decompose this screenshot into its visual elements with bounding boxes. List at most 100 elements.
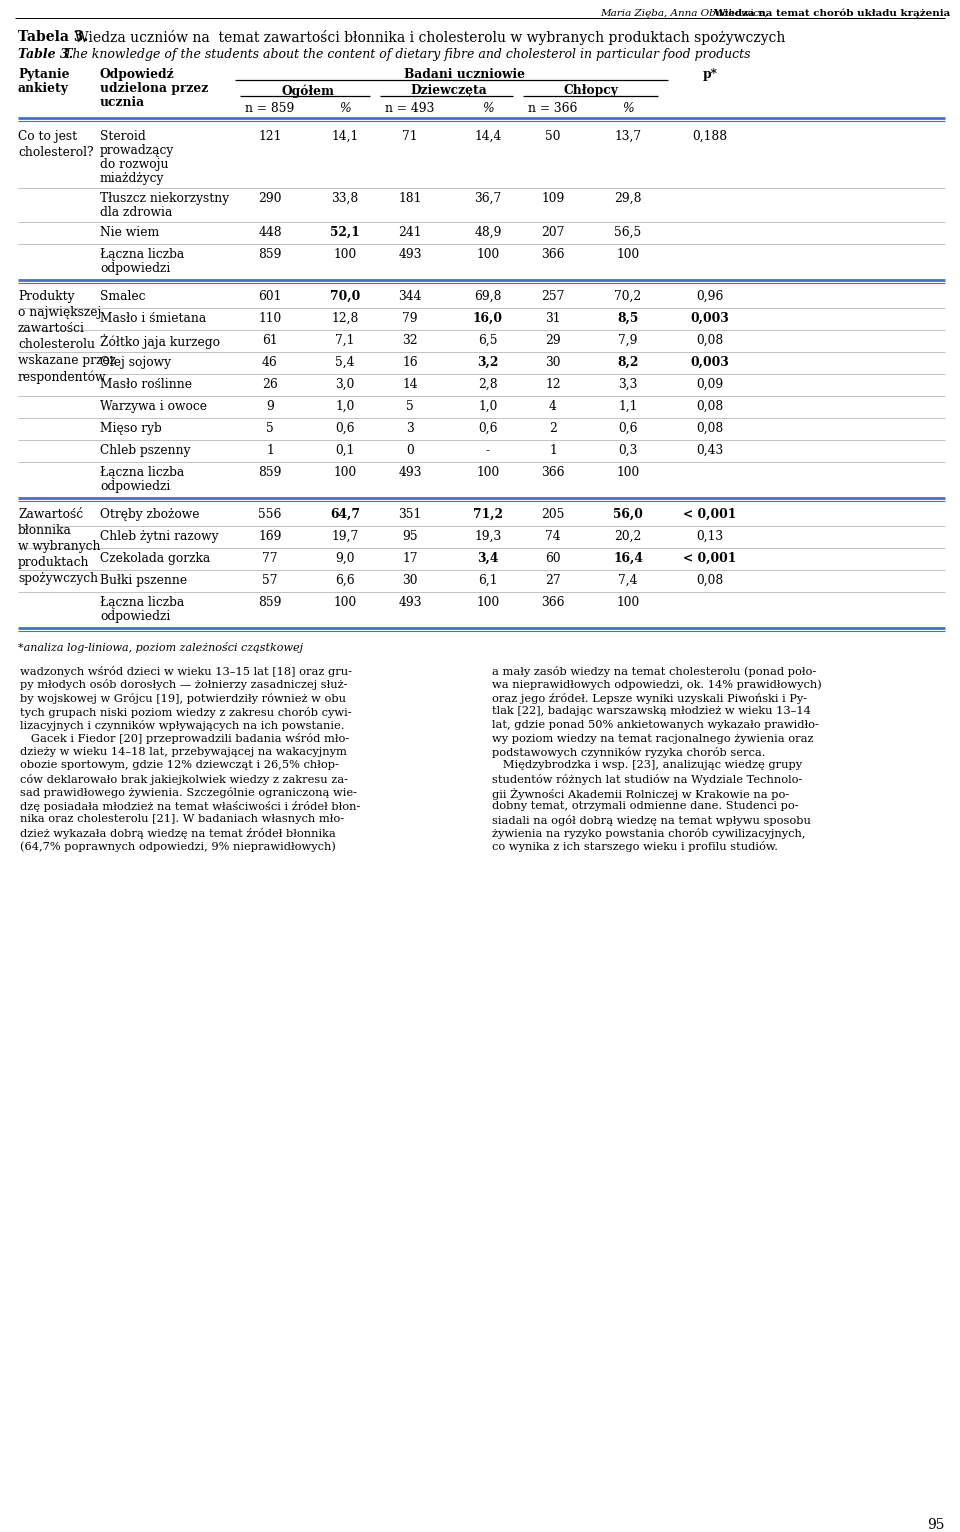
Text: dzę posiadała młodzież na temat właściwości i źródeł błon-: dzę posiadała młodzież na temat właściwo…: [20, 801, 360, 812]
Text: Gacek i Fiedor [20] przeprowadzili badania wśród mło-: Gacek i Fiedor [20] przeprowadzili badan…: [20, 734, 349, 745]
Text: Masło roślinne: Masło roślinne: [100, 378, 192, 391]
Text: 1: 1: [266, 444, 274, 457]
Text: 0,188: 0,188: [692, 130, 728, 142]
Text: cholesterol?: cholesterol?: [18, 146, 94, 159]
Text: 0,08: 0,08: [696, 400, 724, 414]
Text: 0,13: 0,13: [696, 530, 724, 542]
Text: 79: 79: [402, 313, 418, 325]
Text: 100: 100: [333, 466, 356, 480]
Text: 1,0: 1,0: [478, 400, 497, 414]
Text: Ogółem: Ogółem: [281, 84, 334, 98]
Text: 100: 100: [616, 466, 639, 480]
Text: 0,003: 0,003: [690, 313, 730, 325]
Text: 0,08: 0,08: [696, 421, 724, 435]
Text: 71,2: 71,2: [473, 509, 503, 521]
Text: obozie sportowym, gdzie 12% dziewcząt i 26,5% chłop-: obozie sportowym, gdzie 12% dziewcząt i …: [20, 760, 339, 771]
Text: 859: 859: [258, 596, 281, 610]
Text: 351: 351: [398, 509, 421, 521]
Text: odpowiedzi: odpowiedzi: [100, 262, 170, 276]
Text: 29: 29: [545, 334, 561, 348]
Text: 14,1: 14,1: [331, 130, 359, 142]
Text: 110: 110: [258, 313, 281, 325]
Text: 31: 31: [545, 313, 561, 325]
Text: 0,96: 0,96: [696, 290, 724, 303]
Text: Żółtko jaja kurzego: Żółtko jaja kurzego: [100, 334, 220, 349]
Text: lizacyjnych i czynników wpływających na ich powstanie.: lizacyjnych i czynników wpływających na …: [20, 720, 345, 731]
Text: 601: 601: [258, 290, 281, 303]
Text: 0,003: 0,003: [690, 355, 730, 369]
Text: Wiedza na temat chorób układu krążenia: Wiedza na temat chorób układu krążenia: [712, 9, 950, 18]
Text: 0,6: 0,6: [478, 421, 497, 435]
Text: tlak [22], badając warszawską młodzież w wieku 13–14: tlak [22], badając warszawską młodzież w…: [492, 706, 811, 717]
Text: 32: 32: [402, 334, 418, 348]
Text: 205: 205: [541, 509, 564, 521]
Text: 50: 50: [545, 130, 561, 142]
Text: studentów różnych lat studiów na Wydziale Technolo-: studentów różnych lat studiów na Wydzial…: [492, 774, 803, 784]
Text: Międzybrodzka i wsp. [23], analizując wiedzę grupy: Międzybrodzka i wsp. [23], analizując wi…: [492, 760, 803, 771]
Text: 56,0: 56,0: [613, 509, 643, 521]
Text: 100: 100: [333, 248, 356, 260]
Text: udzielona przez: udzielona przez: [100, 83, 208, 95]
Text: siadali na ogół dobrą wiedzę na temat wpływu sposobu: siadali na ogół dobrą wiedzę na temat wp…: [492, 815, 811, 826]
Text: 16: 16: [402, 355, 418, 369]
Text: 6,6: 6,6: [335, 574, 355, 587]
Text: by wojskowej w Grójcu [19], potwierdziły również w obu: by wojskowej w Grójcu [19], potwierdziły…: [20, 692, 346, 705]
Text: 77: 77: [262, 552, 277, 565]
Text: 493: 493: [398, 596, 421, 610]
Text: 71: 71: [402, 130, 418, 142]
Text: sad prawidłowego żywienia. Szczególnie ograniczoną wie-: sad prawidłowego żywienia. Szczególnie o…: [20, 787, 357, 798]
Text: (64,7% poprawnych odpowiedzi, 9% nieprawidłowych): (64,7% poprawnych odpowiedzi, 9% niepraw…: [20, 841, 336, 852]
Text: 33,8: 33,8: [331, 192, 359, 205]
Text: dzieży w wieku 14–18 lat, przebywającej na wakacyjnym: dzieży w wieku 14–18 lat, przebywającej …: [20, 748, 347, 757]
Text: a mały zasób wiedzy na temat cholesterolu (ponad poło-: a mały zasób wiedzy na temat cholesterol…: [492, 666, 816, 677]
Text: 859: 859: [258, 248, 281, 260]
Text: nika oraz cholesterolu [21]. W badaniach własnych mło-: nika oraz cholesterolu [21]. W badaniach…: [20, 815, 344, 824]
Text: 0,08: 0,08: [696, 334, 724, 348]
Text: 48,9: 48,9: [474, 227, 502, 239]
Text: 207: 207: [541, 227, 564, 239]
Text: 2: 2: [549, 421, 557, 435]
Text: 26: 26: [262, 378, 277, 391]
Text: -: -: [486, 444, 490, 457]
Text: 257: 257: [541, 290, 564, 303]
Text: 5: 5: [266, 421, 274, 435]
Text: 12: 12: [545, 378, 561, 391]
Text: 6,5: 6,5: [478, 334, 497, 348]
Text: 100: 100: [616, 248, 639, 260]
Text: p*: p*: [703, 67, 717, 81]
Text: Chleb pszenny: Chleb pszenny: [100, 444, 190, 457]
Text: dla zdrowia: dla zdrowia: [100, 205, 173, 219]
Text: 2,8: 2,8: [478, 378, 498, 391]
Text: Chleb żytni razowy: Chleb żytni razowy: [100, 530, 219, 542]
Text: lat, gdzie ponad 50% ankietowanych wykazało prawidło-: lat, gdzie ponad 50% ankietowanych wykaz…: [492, 720, 819, 731]
Text: 366: 366: [541, 248, 564, 260]
Text: Olej sojowy: Olej sojowy: [100, 355, 171, 369]
Text: 16,4: 16,4: [613, 552, 643, 565]
Text: gii Żywności Akademii Rolniczej w Krakowie na po-: gii Żywności Akademii Rolniczej w Krakow…: [492, 787, 789, 800]
Text: 241: 241: [398, 227, 421, 239]
Text: 0,6: 0,6: [618, 421, 637, 435]
Text: 100: 100: [476, 248, 499, 260]
Text: 121: 121: [258, 130, 281, 142]
Text: 493: 493: [398, 466, 421, 480]
Text: 7,4: 7,4: [618, 574, 637, 587]
Text: < 0,001: < 0,001: [684, 552, 736, 565]
Text: 4: 4: [549, 400, 557, 414]
Text: 169: 169: [258, 530, 281, 542]
Text: Badani uczniowie: Badani uczniowie: [404, 67, 525, 81]
Text: podstawowych czynników ryzyka chorób serca.: podstawowych czynników ryzyka chorób ser…: [492, 748, 765, 758]
Text: do rozwoju: do rozwoju: [100, 158, 169, 172]
Text: dzież wykazała dobrą wiedzę na temat źródeł błonnika: dzież wykazała dobrą wiedzę na temat źró…: [20, 827, 336, 840]
Text: tych grupach niski poziom wiedzy z zakresu chorób cywi-: tych grupach niski poziom wiedzy z zakre…: [20, 706, 351, 717]
Text: odpowiedzi: odpowiedzi: [100, 480, 170, 493]
Text: 5,4: 5,4: [335, 355, 355, 369]
Text: 109: 109: [541, 192, 564, 205]
Text: Tabela 3.: Tabela 3.: [18, 31, 88, 44]
Text: 100: 100: [616, 596, 639, 610]
Text: 7,9: 7,9: [618, 334, 637, 348]
Text: 8,5: 8,5: [617, 313, 638, 325]
Text: 16,0: 16,0: [473, 313, 503, 325]
Text: 1: 1: [549, 444, 557, 457]
Text: 70,2: 70,2: [614, 290, 641, 303]
Text: %: %: [482, 103, 493, 115]
